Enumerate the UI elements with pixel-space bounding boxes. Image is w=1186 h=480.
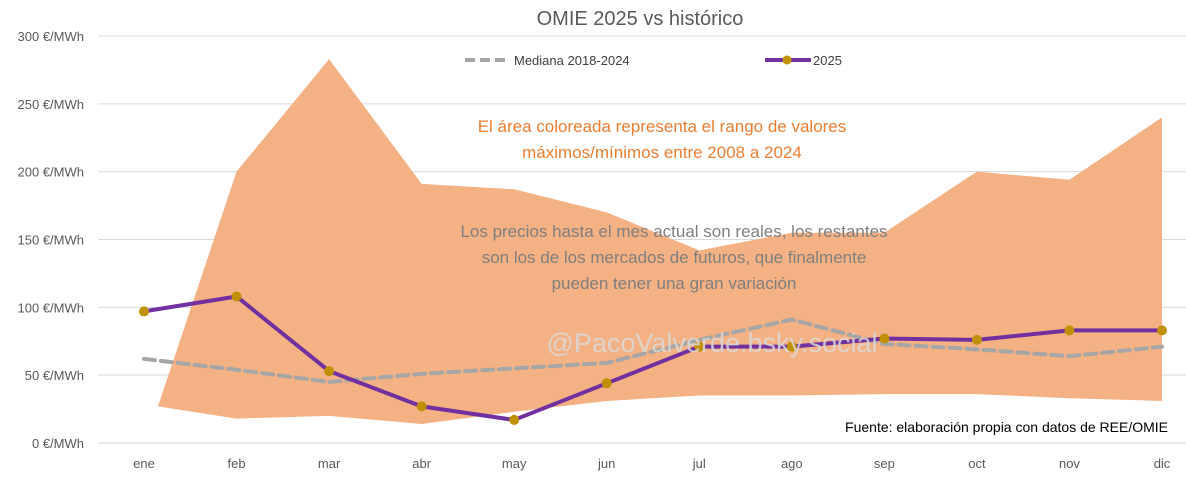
- range-note: El área coloreada representa el rango de…: [478, 117, 847, 162]
- x-axis-labels: ene feb mar abr may jun jul ago sep oct nov dic: [133, 456, 1171, 471]
- range-note-line: El área coloreada representa el rango de…: [478, 117, 847, 136]
- legend: Mediana 2018-2024 2025: [465, 53, 842, 68]
- source-note: Fuente: elaboración propia con datos de …: [845, 419, 1168, 435]
- legend-2025-label: 2025: [813, 53, 842, 68]
- range-area: [158, 59, 1162, 425]
- series-2025-point: [1064, 325, 1075, 336]
- futures-note: Los precios hasta el mes actual son real…: [460, 222, 887, 293]
- legend-median-label: Mediana 2018-2024: [514, 53, 630, 68]
- x-tick-label: abr: [412, 456, 431, 471]
- y-tick-label: 50 €/MWh: [25, 368, 84, 383]
- x-tick-label: may: [502, 456, 527, 471]
- y-tick-label: 100 €/MWh: [18, 300, 84, 315]
- y-tick-label: 200 €/MWh: [18, 165, 84, 180]
- series-2025-point: [139, 306, 149, 317]
- median-line: [142, 317, 1164, 384]
- series-2025-point: [879, 333, 890, 344]
- series-2025-point: [971, 334, 982, 345]
- series-2025-point: [786, 341, 797, 352]
- range-note-line: máximos/mínimos entre 2008 a 2024: [522, 143, 802, 162]
- x-tick-label: feb: [228, 456, 246, 471]
- x-tick-label: sep: [874, 456, 895, 471]
- futures-note-line: pueden tener una gran variación: [552, 274, 797, 293]
- series-lines: [139, 291, 1167, 425]
- series-2025-point: [324, 366, 335, 377]
- range-area-polygon: [158, 59, 1162, 425]
- futures-note-line: Los precios hasta el mes actual son real…: [460, 222, 887, 241]
- y-tick-label: 150 €/MWh: [18, 233, 84, 248]
- series-2025-point: [694, 341, 705, 352]
- legend-2025-marker: [782, 55, 792, 65]
- series-2025-point: [416, 401, 427, 412]
- x-tick-label: ene: [133, 456, 155, 471]
- series-2025-point: [509, 414, 520, 425]
- x-tick-label: mar: [318, 456, 341, 471]
- y-axis-labels: 0 €/MWh 50 €/MWh 100 €/MWh 150 €/MWh 200 €/M…: [18, 29, 84, 451]
- x-tick-label: dic: [1154, 456, 1171, 471]
- x-tick-label: jul: [692, 456, 706, 471]
- x-tick-label: jun: [597, 456, 615, 471]
- series-2025-point: [231, 291, 242, 302]
- watermark: @PacoValverde.bsky.social: [546, 328, 877, 358]
- y-tick-label: 0 €/MWh: [32, 436, 84, 451]
- series-2025-line: [143, 294, 1162, 422]
- futures-note-line: son los de los mercados de futuros, que …: [482, 248, 867, 267]
- series-2025-point: [1157, 325, 1167, 336]
- x-tick-label: nov: [1059, 456, 1080, 471]
- x-tick-label: oct: [968, 456, 986, 471]
- x-tick-label: ago: [781, 456, 803, 471]
- y-tick-label: 250 €/MWh: [18, 97, 84, 112]
- chart-title: OMIE 2025 vs histórico: [537, 8, 744, 30]
- y-tick-label: 300 €/MWh: [18, 29, 84, 44]
- series-2025-point: [601, 378, 612, 389]
